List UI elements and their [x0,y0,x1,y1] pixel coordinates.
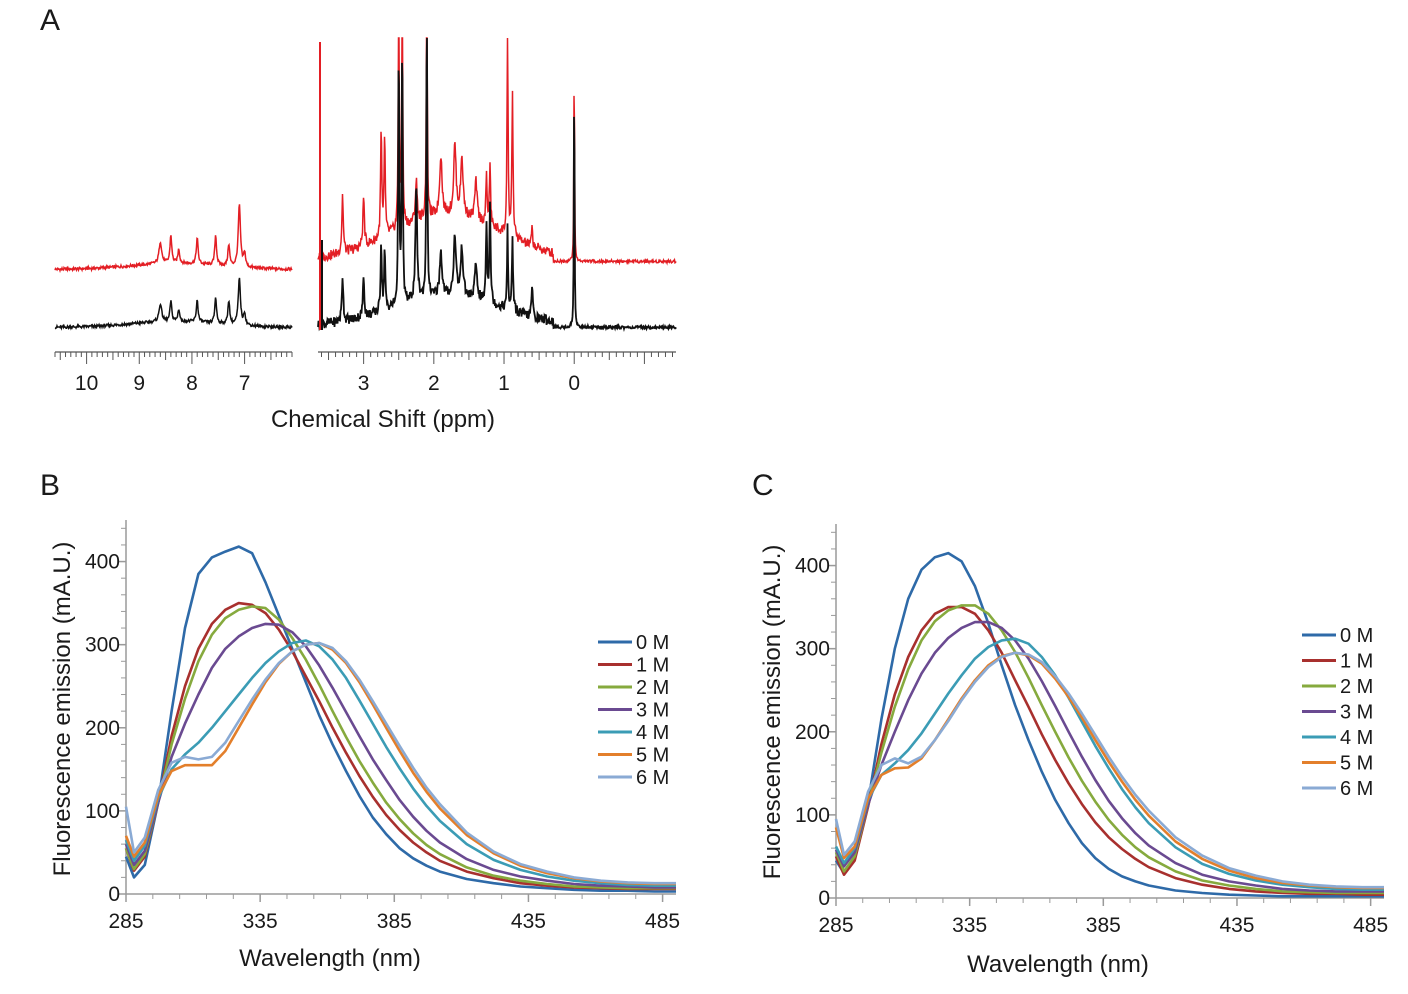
legend-label: 0 M [636,632,669,654]
x-tick-label: 485 [645,910,680,933]
nmr-tick-label: 3 [358,372,370,395]
series-line-0m [124,545,676,893]
x-tick-label: 385 [377,910,412,933]
y-tick-label: 300 [795,638,830,661]
y-tick-label: 0 [818,887,830,910]
panel-c-y-axis-label: Fluorescence emission (mA.U.) [759,545,786,880]
y-tick-label: 400 [85,551,120,574]
x-tick-label: 435 [511,910,546,933]
legend-label: 2 M [636,677,669,699]
nmr-tick-label: 1 [498,372,510,395]
y-tick-label: 300 [85,634,120,657]
legend-label: 4 M [1340,727,1373,749]
nmr-tick-label: 7 [239,372,251,395]
series-line-5m [834,651,1384,890]
series-line-1m [124,601,676,891]
nmr-tick-label: 9 [133,372,145,395]
legend-label: 0 M [1340,625,1373,647]
series-line-4m [124,639,676,887]
legend-label: 2 M [1340,676,1373,698]
y-tick-label: 200 [85,717,120,740]
legend-label: 3 M [1340,702,1373,724]
y-tick-label: 100 [795,804,830,827]
x-tick-label: 335 [952,914,987,937]
x-tick-label: 285 [818,914,853,937]
panel-c-label: C [752,469,774,502]
series-line-6m [834,651,1384,889]
legend-label: 1 M [636,655,669,677]
series-line-0m [834,551,1384,898]
nmr-tick-label: 8 [186,372,198,395]
series-line-2m [124,605,676,890]
nmr-tick-label: 10 [75,372,98,395]
nmr-tick-label: 2 [428,372,440,395]
nmr-x-axis-label: Chemical Shift (ppm) [271,406,495,433]
nmr-x-axis: 10 9 8 7 3 2 1 0 [54,351,676,395]
panel-b-label: B [40,469,60,502]
series-line-3m [834,620,1384,893]
panel-c: C 285 335 385 435 485 0 100 200 300 400 0 M 1 M 2 M 3… [752,469,1388,978]
red-spectrum-aromatic [54,204,293,274]
series-line-2m [834,604,1384,895]
legend-label: 5 M [636,745,669,767]
x-tick-label: 485 [1353,914,1388,937]
series-line-6m [124,641,676,885]
y-tick-label: 200 [795,721,830,744]
legend-label: 6 M [636,767,669,789]
panel-b-plot: 285 335 385 435 485 0 100 200 300 400 0 M1 M2 M3 M… [85,520,680,933]
x-tick-label: 435 [1219,914,1254,937]
red-spectrum-aliphatic [317,37,677,266]
legend-label: 5 M [1340,753,1373,775]
panel-a: A 10 9 8 7 3 2 1 0 Chemical Shift (ppm) [40,4,677,433]
panel-c-plot: 285 335 385 435 485 0 100 200 300 400 0 M 1 M 2 M 3 M… [795,524,1388,937]
y-tick-label: 400 [795,555,830,578]
series-line-1m [834,605,1384,896]
legend-label: 6 M [1340,778,1373,800]
nmr-spectra [54,37,677,332]
x-tick-label: 285 [108,910,143,933]
panel-b-y-axis-label: Fluorescence emission (mA.U.) [49,542,76,877]
legend-label: 1 M [1340,651,1373,673]
series-line-4m [834,637,1384,891]
x-tick-label: 385 [1086,914,1121,937]
panel-b-x-axis-label: Wavelength (nm) [239,945,421,972]
panel-c-x-axis-label: Wavelength (nm) [967,951,1149,978]
x-tick-label: 335 [243,910,278,933]
legend-label: 4 M [636,722,669,744]
black-spectrum-aromatic [54,277,293,331]
nmr-tick-label: 0 [568,372,580,395]
panel-b: B 285 335 385 435 485 0 100 200 300 400 0 M1 M2 M3… [40,469,680,972]
series-line-3m [124,622,676,889]
panel-a-label: A [40,4,60,37]
legend-label: 3 M [636,700,669,722]
black-spectrum-aliphatic [317,37,677,332]
y-tick-label: 100 [85,800,120,823]
y-tick-label: 0 [108,883,120,906]
